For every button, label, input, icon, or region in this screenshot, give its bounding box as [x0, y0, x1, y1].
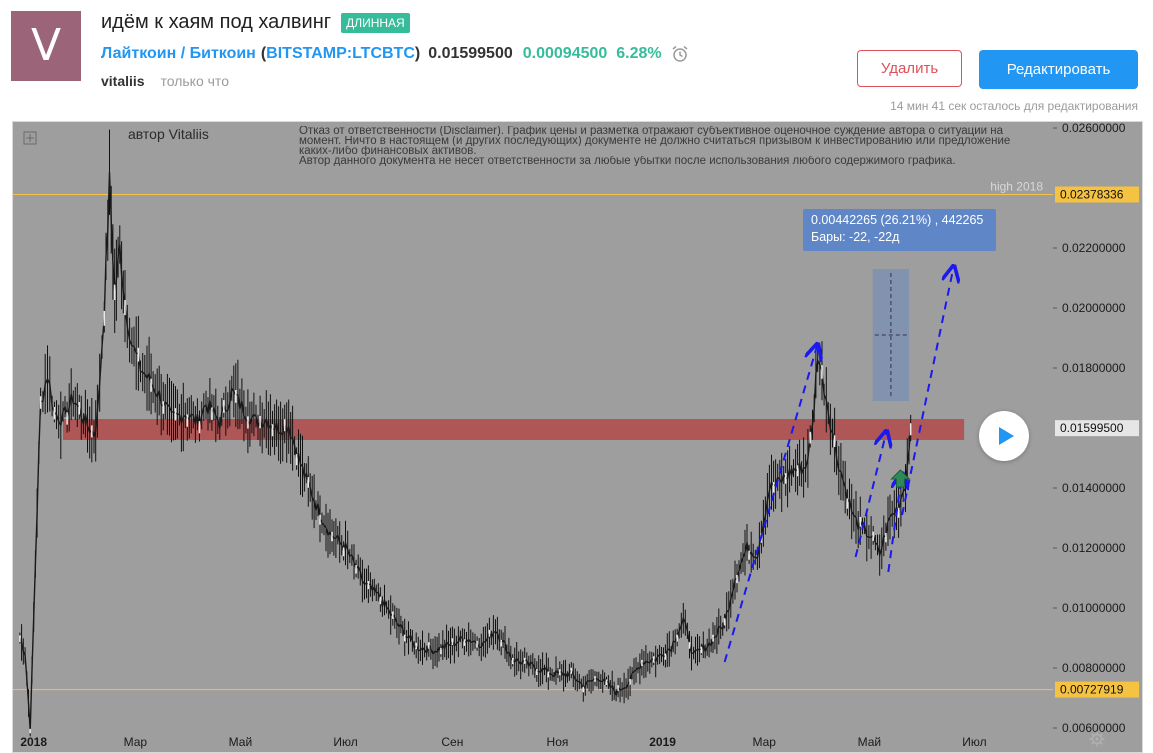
author-name[interactable]: vitaliis [101, 73, 145, 89]
projection-arrow [887, 473, 902, 573]
disclaimer-line: момент. Ничто в настоящем (и других посл… [299, 136, 1011, 146]
expand-icon[interactable] [23, 131, 37, 145]
chart-author-label: автор Vitaliis [128, 126, 209, 142]
author-row: vitaliis только что [101, 73, 229, 89]
y-tick-label: 0.02200000 [1062, 241, 1126, 255]
publish-time: только что [160, 73, 229, 89]
edit-time-note: 14 мин 41 сек осталось для редактировани… [890, 99, 1138, 113]
long-entry-arrow [890, 469, 911, 488]
price-line [19, 172, 912, 731]
level-label: 0.01599500 [1060, 421, 1124, 435]
symbol-paren-open: ( [260, 45, 267, 62]
x-tick-label: 2019 [649, 735, 676, 749]
high-2018-label: high 2018 [990, 179, 1043, 193]
play-button[interactable] [979, 411, 1029, 461]
price-axis [1053, 122, 1142, 752]
y-tick-label: 0.01000000 [1062, 601, 1126, 615]
long-badge: ДЛИННАЯ [341, 12, 410, 33]
price-chart[interactable]: high 2018 0.02600000 0.02200000 0.02000000 0… [13, 122, 1142, 752]
alarm-clock-icon[interactable] [671, 45, 689, 63]
disclaimer-line: Автор данного документа не несет ответст… [299, 156, 956, 166]
x-tick-label: 2018 [20, 735, 47, 749]
disclaimer-line: Отказ от ответственности (Disclaimer). Г… [299, 126, 1004, 136]
measure-value: 0.00442265 (26.21%) , 442265 [811, 213, 984, 227]
projection-arrow [901, 266, 954, 516]
up-candles [19, 284, 912, 734]
symbol-change-percent: 6.28% [616, 45, 662, 62]
projection-arrow [854, 431, 887, 558]
level-label-bg [1055, 420, 1139, 437]
y-tick-label: 0.02000000 [1062, 301, 1126, 315]
y-tick-label: 0.00800000 [1062, 661, 1126, 675]
x-tick-label: Май [229, 735, 253, 749]
x-tick-label: Июл [333, 735, 357, 749]
author-avatar[interactable]: V [11, 11, 81, 81]
level-label: 0.00727919 [1060, 683, 1124, 697]
symbol-row: Лайткоин / Биткоин ( BITSTAMP:LTCBTC ) 0… [101, 45, 689, 63]
y-tick-label: 0.01400000 [1062, 481, 1126, 495]
title-row: идём к хаям под халвинг ДЛИННАЯ [101, 11, 410, 34]
measure-tooltip: 0.00442265 (26.21%) , 442265 Бары: -22, … [803, 209, 996, 251]
y-tick-label: 0.02600000 [1062, 122, 1126, 135]
gear-icon[interactable] [1089, 731, 1105, 747]
x-tick-label: Мар [753, 735, 777, 749]
delete-button[interactable]: Удалить [857, 50, 962, 87]
idea-title: идём к хаям под халвинг [101, 11, 332, 33]
symbol-price: 0.01599500 [428, 45, 513, 62]
measure-bars: Бары: -22, -22д [811, 230, 900, 244]
x-tick-label: Сен [441, 735, 463, 749]
symbol-ticker-link[interactable]: BITSTAMP:LTCBTC [266, 45, 415, 62]
y-tick-label: 0.01200000 [1062, 541, 1126, 555]
x-tick-label: Ноя [547, 735, 569, 749]
disclaimer-line: каких-либо финансовых активов. [299, 146, 477, 156]
symbol-change: 0.00094500 [522, 45, 608, 62]
edit-button[interactable]: Редактировать [979, 50, 1138, 89]
x-tick-label: Июл [962, 735, 986, 749]
symbol-paren-close: ) [414, 45, 421, 62]
level-label-bg [1055, 186, 1139, 203]
level-label: 0.02378336 [1060, 187, 1124, 201]
level-label-bg [1055, 681, 1139, 698]
chart-area[interactable]: high 2018 0.02600000 0.02200000 0.02000000 0… [12, 121, 1143, 753]
symbol-name-link[interactable]: Лайткоин / Биткоин [101, 45, 256, 62]
y-tick-label: 0.00600000 [1062, 721, 1126, 735]
x-tick-label: Май [858, 735, 882, 749]
x-tick-label: Мар [124, 735, 148, 749]
disclaimer-text: Отказ от ответственности (Disclaimer). Г… [299, 126, 1059, 166]
y-tick-label: 0.01800000 [1062, 361, 1126, 375]
